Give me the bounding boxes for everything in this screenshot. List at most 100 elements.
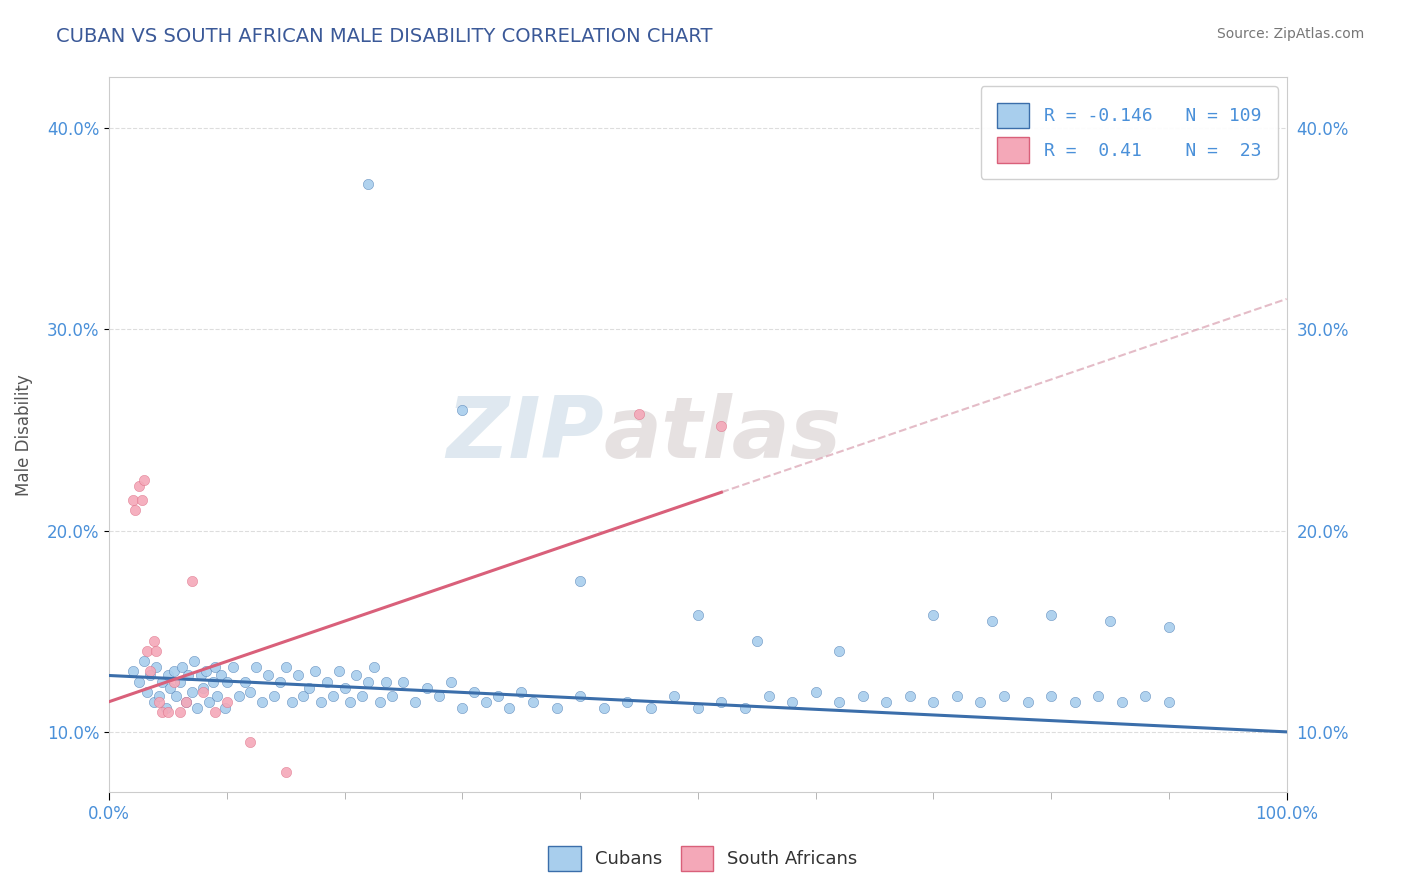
Point (304, 665, 326, 679)
Point (134, 654, 156, 668)
Point (1040, 689, 1063, 703)
Point (163, 674, 186, 689)
Point (546, 700, 568, 714)
Point (1087, 689, 1109, 703)
Point (1157, 695, 1180, 709)
Point (344, 668, 367, 682)
Point (333, 681, 356, 695)
Point (368, 695, 391, 709)
Point (875, 695, 897, 709)
Point (339, 695, 361, 709)
Point (198, 695, 221, 709)
Point (1017, 695, 1039, 709)
Point (451, 700, 474, 714)
Point (207, 689, 229, 703)
Point (145, 660, 167, 674)
Point (686, 700, 709, 714)
Point (616, 695, 638, 709)
Point (745, 634, 768, 648)
Point (204, 660, 226, 674)
Point (183, 654, 205, 668)
Point (209, 668, 232, 682)
Point (257, 668, 280, 682)
Point (981, 614, 1004, 628)
Point (155, 700, 177, 714)
Point (1040, 608, 1063, 623)
Point (298, 681, 321, 695)
Point (142, 634, 165, 648)
Text: Source: ZipAtlas.com: Source: ZipAtlas.com (1216, 27, 1364, 41)
Point (486, 689, 509, 703)
Point (475, 695, 498, 709)
Y-axis label: Male Disability: Male Disability (15, 374, 32, 496)
Point (510, 684, 533, 698)
Point (922, 695, 945, 709)
Point (363, 660, 385, 674)
Point (121, 493, 143, 508)
Point (194, 665, 217, 679)
Point (156, 705, 179, 719)
Point (404, 695, 426, 709)
Point (148, 689, 170, 703)
Point (233, 674, 256, 689)
Point (124, 503, 146, 517)
Point (569, 689, 592, 703)
Point (280, 695, 302, 709)
Point (269, 674, 291, 689)
Point (239, 684, 262, 698)
Point (292, 689, 315, 703)
Point (145, 644, 167, 658)
Point (215, 695, 238, 709)
Point (1111, 695, 1133, 709)
Point (922, 608, 945, 623)
Point (150, 705, 173, 719)
Point (416, 681, 439, 695)
Point (131, 493, 153, 508)
Point (245, 660, 267, 674)
Point (374, 674, 396, 689)
Point (186, 700, 208, 714)
Point (710, 695, 733, 709)
Point (946, 689, 969, 703)
Point (128, 674, 150, 689)
Point (139, 665, 162, 679)
Point (498, 700, 520, 714)
Point (463, 684, 485, 698)
Point (686, 608, 709, 623)
Point (780, 695, 803, 709)
Point (228, 689, 250, 703)
Point (148, 695, 170, 709)
Point (222, 660, 245, 674)
Point (169, 705, 191, 719)
Point (427, 689, 450, 703)
Text: ZIP: ZIP (446, 393, 603, 476)
Point (316, 674, 339, 689)
Legend: R = -0.146   N = 109, R =  0.41    N =  23: R = -0.146 N = 109, R = 0.41 N = 23 (980, 87, 1278, 179)
Point (263, 689, 285, 703)
Point (828, 695, 851, 709)
Point (214, 700, 236, 714)
Point (852, 689, 875, 703)
Point (190, 668, 212, 682)
Point (352, 689, 374, 703)
Point (215, 674, 238, 689)
Point (640, 700, 662, 714)
Point (159, 681, 181, 695)
Point (239, 735, 262, 749)
Point (180, 574, 202, 588)
Point (142, 695, 165, 709)
Point (569, 574, 592, 588)
Text: atlas: atlas (603, 393, 842, 476)
Point (328, 665, 350, 679)
Point (592, 700, 614, 714)
Point (381, 689, 404, 703)
Point (163, 665, 186, 679)
Point (734, 700, 756, 714)
Point (1098, 614, 1121, 628)
Point (193, 684, 215, 698)
Point (664, 689, 686, 703)
Point (392, 674, 415, 689)
Point (522, 695, 544, 709)
Text: CUBAN VS SOUTH AFRICAN MALE DISABILITY CORRELATION CHART: CUBAN VS SOUTH AFRICAN MALE DISABILITY C… (56, 27, 713, 45)
Point (134, 473, 156, 487)
